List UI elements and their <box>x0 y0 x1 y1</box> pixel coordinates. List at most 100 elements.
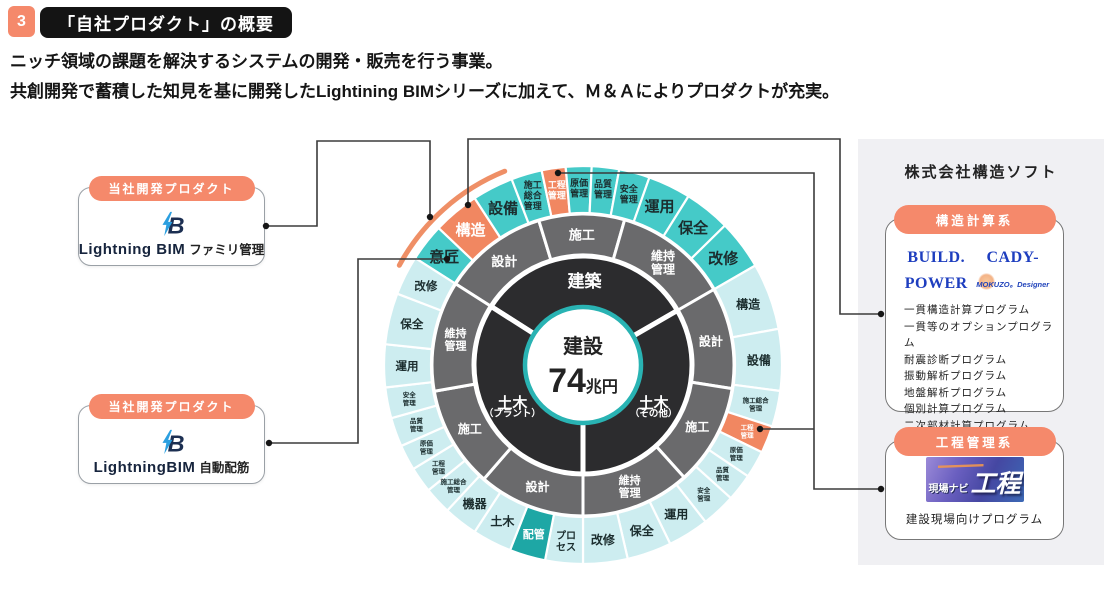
donut-outer-label: 改修 <box>708 250 739 268</box>
product-name: 自動配筋 <box>199 460 250 475</box>
connector-dot <box>443 255 451 263</box>
donut-outer-label: 施工総合管理 <box>524 179 543 211</box>
donut-segment-mid <box>454 219 553 308</box>
donut-outer-label: 運用 <box>644 199 674 216</box>
program-item: 地盤解析プログラム <box>904 386 1008 399</box>
donut-segment-outer <box>540 165 571 218</box>
program-list: 一貫構造計算プログラム 一貫等のオプションプログラム 耐震診断プログラム 振動解析プロ… <box>904 302 1063 434</box>
structural-calc-pill: 構造計算系 <box>893 205 1056 234</box>
schedule-caption: 建設現場向けプログラム <box>905 514 1044 526</box>
donut-segment-outer <box>412 443 466 492</box>
schedule-mgmt-pill: 工程管理系 <box>893 427 1056 456</box>
koutei-text: 工程 <box>970 471 1021 498</box>
svg-text:B: B <box>167 212 184 236</box>
connector-dot <box>426 213 434 221</box>
donut-segment-outer <box>508 505 556 562</box>
genba-navi-text: 現場ナビ <box>928 484 969 495</box>
donut-mid-label: 施工 <box>569 228 595 243</box>
donut-segment-mid <box>482 446 585 518</box>
connector-line-card1-to-arc <box>266 140 431 227</box>
donut-segment-outer <box>510 169 553 225</box>
donut-outer-label: 配管 <box>523 527 545 541</box>
connector-line-koutei-top-to-schedule-box <box>558 172 881 490</box>
product-card-pill: 当社開発プロダクト <box>88 394 255 419</box>
donut-outer-label: 安全管理 <box>697 486 711 503</box>
cady-logo: CADY- <box>986 249 1040 266</box>
connector-line-card2-to-kouzou <box>269 258 447 444</box>
donut-mid-label: 維持管理 <box>651 248 675 277</box>
donut-segment-outer <box>383 292 443 351</box>
donut-outer-label: 構造 <box>455 221 485 239</box>
donut-segment-outer <box>675 465 732 523</box>
program-item: 振動解析プログラム <box>904 370 1008 382</box>
donut-segment-mid <box>611 218 716 312</box>
connector-dot <box>464 201 472 209</box>
donut-segment-mid <box>581 445 686 518</box>
donut-mid-label: 維持管理 <box>619 473 641 500</box>
donut-outer-label: 設備 <box>488 199 518 217</box>
donut-sector-sublabel: （その他） <box>630 408 678 420</box>
power-logo: POWER <box>904 275 968 292</box>
donut-mid-label: 施工 <box>458 421 482 436</box>
donut-segment-outer <box>707 430 763 478</box>
donut-segment-outer <box>616 500 672 560</box>
intro-line-1: ニッチ領域の課題を解決するシステムの開発・販売を行う事業。 <box>10 52 503 71</box>
donut-sector <box>471 303 586 477</box>
donut-outer-label: プロセス <box>556 529 576 554</box>
donut-segment-outer <box>414 226 474 285</box>
donut-segment-outer <box>543 513 585 566</box>
donut-segment-outer <box>609 168 651 223</box>
donut-center-value: 74兆円 <box>548 362 618 400</box>
donut-segment-mid <box>655 380 734 479</box>
program-item: 一貫構造計算プログラム <box>904 304 1031 316</box>
donut-segment-outer <box>446 475 502 533</box>
donut-outer-label: 原価管理 <box>420 439 434 456</box>
donut-outer-label: 原価管理 <box>730 445 744 462</box>
donut-outer-label: 原価管理 <box>570 177 588 199</box>
donut-segment-mid <box>537 212 627 262</box>
donut-outer-label: 土木 <box>490 514 515 529</box>
donut-segment-outer <box>648 483 707 545</box>
donut-outer-label: 品質管理 <box>410 416 424 433</box>
donut-sector <box>488 253 680 368</box>
donut-sector-label: 土木 <box>497 394 528 412</box>
donut-outer-label: 運用 <box>664 507 688 521</box>
program-item: 一貫等のオプションプログラム <box>904 320 1054 350</box>
donut-segment-outer <box>718 410 774 454</box>
donut-segment-outer <box>382 343 434 389</box>
donut-segment-outer <box>427 459 481 512</box>
donut-outer-label: 施工総合管理 <box>743 395 770 412</box>
donut-outer-label: 改修 <box>414 279 437 293</box>
donut-segment-outer <box>384 381 438 420</box>
donut-segment-outer <box>588 165 621 217</box>
page-title: 「自社プロダクト」の概要 <box>40 7 292 38</box>
donut-segment-outer <box>396 256 456 312</box>
donut-outer-label: 機器 <box>463 496 488 511</box>
donut-mid-label: 設計 <box>491 254 517 269</box>
build-logo: BUILD. <box>907 249 966 266</box>
donut-segment-outer <box>662 195 727 260</box>
program-item: 個別計算プログラム <box>904 403 1008 415</box>
donut-segment-outer <box>473 491 529 552</box>
partner-company-name: 株式会社構造ソフト <box>904 164 1058 181</box>
donut-mid-label: 維持管理 <box>444 326 466 353</box>
donut-center-circle <box>522 304 644 426</box>
donut-mid-label: 施工 <box>685 419 709 434</box>
partner-panel: 株式会社構造ソフト 構造計算系 BUILD. CADY- POWER MOKUZ… <box>858 139 1104 565</box>
donut-segment-outer <box>473 178 530 239</box>
mokuzo-swirl-decoration <box>978 272 996 290</box>
mokuzo-designer-logo: MOKUZO。Designer <box>976 272 1049 290</box>
brand-name: LightningBIM <box>93 458 196 476</box>
schedule-mgmt-box: 工程管理系 現場ナビ 工程 建設現場向けプログラム <box>885 427 1064 540</box>
donut-segment-outer <box>690 224 757 291</box>
connector-dot <box>265 439 273 447</box>
connector-dot <box>554 169 562 177</box>
donut-mid-label: 設計 <box>699 334 723 349</box>
donut-outer-label: 工程管理 <box>432 458 446 475</box>
donut-outer-label: 工程管理 <box>548 179 566 201</box>
donut-segment-outer <box>437 197 502 262</box>
donut-segment-mid <box>432 382 513 481</box>
donut-mid-label: 設計 <box>525 479 549 494</box>
donut-segment-mid <box>430 282 492 393</box>
